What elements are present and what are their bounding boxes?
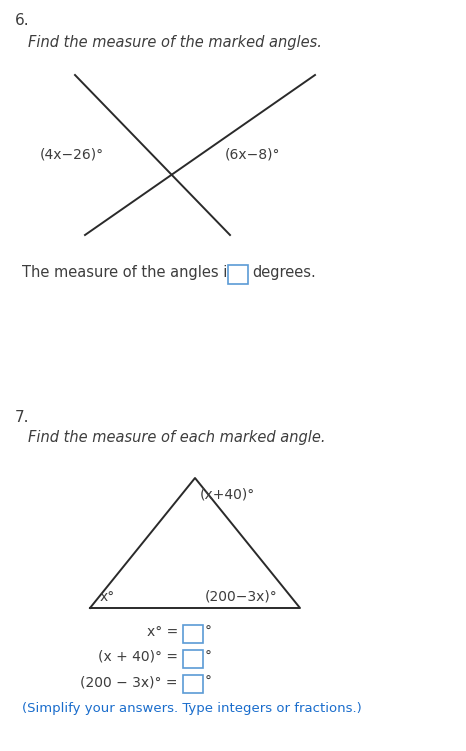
Text: °: ° xyxy=(205,625,212,639)
Text: (x + 40)° =: (x + 40)° = xyxy=(98,650,178,664)
Text: 7.: 7. xyxy=(15,410,29,425)
FancyBboxPatch shape xyxy=(228,265,248,284)
Text: °: ° xyxy=(205,650,212,664)
Text: degrees.: degrees. xyxy=(252,265,316,280)
FancyBboxPatch shape xyxy=(183,675,203,693)
Text: Find the measure of each marked angle.: Find the measure of each marked angle. xyxy=(28,430,325,445)
Text: (Simplify your answers. Type integers or fractions.): (Simplify your answers. Type integers or… xyxy=(22,702,362,715)
FancyBboxPatch shape xyxy=(183,650,203,668)
Text: 6.: 6. xyxy=(15,13,30,28)
Text: (200−3x)°: (200−3x)° xyxy=(205,590,278,604)
FancyBboxPatch shape xyxy=(183,625,203,643)
Text: The measure of the angles is: The measure of the angles is xyxy=(22,265,235,280)
Text: x°: x° xyxy=(100,590,115,604)
Text: (4x−26)°: (4x−26)° xyxy=(40,148,104,162)
Text: (x+40)°: (x+40)° xyxy=(200,488,255,502)
Text: (200 − 3x)° =: (200 − 3x)° = xyxy=(81,675,178,689)
Text: (6x−8)°: (6x−8)° xyxy=(225,148,281,162)
Text: °: ° xyxy=(205,675,212,689)
Text: x° =: x° = xyxy=(147,625,178,639)
Text: Find the measure of the marked angles.: Find the measure of the marked angles. xyxy=(28,35,322,50)
